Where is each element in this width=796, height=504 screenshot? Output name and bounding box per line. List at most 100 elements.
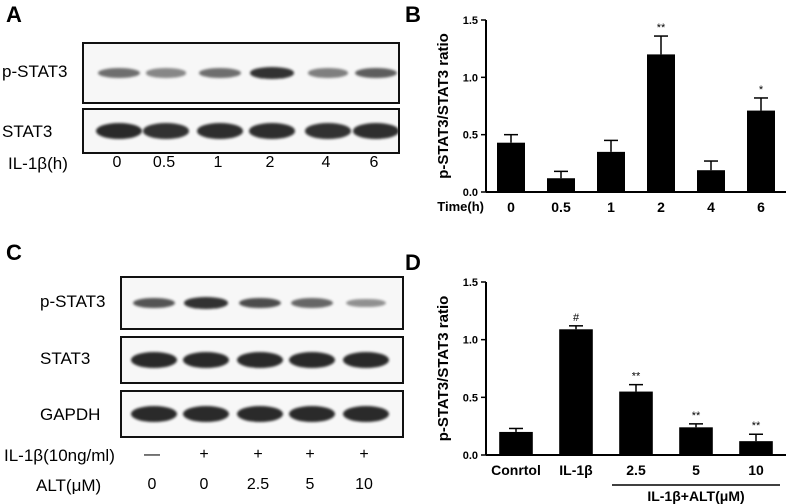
blot-band xyxy=(307,68,349,78)
bar xyxy=(679,427,713,455)
group-label: IL-1β+ALT(μM) xyxy=(647,488,744,504)
blot-band xyxy=(96,123,142,139)
alt-condition-value: 0 xyxy=(199,476,209,493)
blot-band xyxy=(132,297,175,309)
x-tick-label: 6 xyxy=(757,199,765,215)
blot-band xyxy=(131,406,177,422)
significance-marker: ** xyxy=(692,410,701,422)
bar xyxy=(559,329,593,455)
blot-band xyxy=(355,67,397,79)
blot-band xyxy=(183,406,229,422)
row-label-pstat3-c: p-STAT3 xyxy=(40,292,106,311)
bar xyxy=(697,170,725,192)
panel-letter-b: B xyxy=(405,2,421,27)
y-tick-label: 1.0 xyxy=(463,335,478,347)
x-tick-label: Conrtol xyxy=(491,462,541,478)
blot-band xyxy=(353,123,398,139)
blot-band xyxy=(199,68,241,78)
y-tick-label: 0.5 xyxy=(463,130,478,142)
x-tick-label: 5 xyxy=(692,462,700,478)
blot-stat3-c xyxy=(120,336,404,384)
panel-letter-a: A xyxy=(6,2,22,27)
y-tick-label: 0.0 xyxy=(463,187,478,199)
blot-band xyxy=(343,352,389,368)
alt-condition-value: 10 xyxy=(355,476,373,493)
blot-band xyxy=(237,352,283,368)
condition-value: 2 xyxy=(265,154,275,171)
y-tick-label: 1.5 xyxy=(463,277,478,289)
condition-label-il1b: IL-1β(10ng/ml) xyxy=(4,446,115,465)
bar xyxy=(497,142,525,192)
x-axis-label: Time(h) xyxy=(437,199,484,214)
significance-marker: ** xyxy=(632,371,641,383)
row-label-stat3-a: STAT3 xyxy=(2,122,53,141)
row-label-pstat3-a: p-STAT3 xyxy=(2,62,68,81)
il1b-condition-value: + xyxy=(253,446,263,463)
alt-condition-value: 0 xyxy=(147,476,157,493)
blot-band xyxy=(184,297,228,309)
alt-condition-value: 5 xyxy=(305,476,315,493)
blot-band xyxy=(289,352,335,368)
il1b-condition-value: + xyxy=(305,446,315,463)
panel-letter-d: D xyxy=(405,250,421,275)
x-tick-label: IL-1β xyxy=(559,462,593,478)
condition-value: 0.5 xyxy=(152,154,176,171)
bar xyxy=(597,151,625,192)
condition-value: 1 xyxy=(213,154,223,171)
x-tick-label: 10 xyxy=(748,462,764,478)
bar xyxy=(739,441,773,455)
x-tick-label: 2 xyxy=(657,199,665,215)
blot-pstat3-a xyxy=(82,42,400,104)
x-tick-label: 0 xyxy=(507,199,515,215)
blot-band xyxy=(197,123,243,139)
alt-condition-value: 2.5 xyxy=(246,476,270,493)
blot-band xyxy=(305,123,351,139)
chart-d: 0.0 0.5 1.0 1.5 p-STAT3/STAT3 ratio Conrtol # I… xyxy=(435,277,786,504)
condition-value: 0 xyxy=(112,154,122,171)
blot-pstat3-c xyxy=(120,276,404,330)
x-tick-label: 2.5 xyxy=(626,462,646,478)
il1b-condition-value: + xyxy=(199,446,209,463)
blot-band xyxy=(249,123,295,139)
y-axis-label: p-STAT3/STAT3 ratio xyxy=(435,296,452,442)
y-tick-label: 1.5 xyxy=(463,15,478,27)
significance-marker: # xyxy=(573,312,580,324)
bar xyxy=(747,110,775,192)
blot-band xyxy=(343,406,389,422)
blot-band xyxy=(291,297,333,309)
blot-band xyxy=(145,68,186,78)
blot-band xyxy=(237,406,283,422)
significance-marker: * xyxy=(759,84,764,96)
blot-band xyxy=(289,406,335,422)
blot-band xyxy=(143,123,189,139)
blot-band xyxy=(98,68,140,78)
x-tick-label: 1 xyxy=(607,199,615,215)
y-tick-label: 1.0 xyxy=(463,72,478,84)
blot-band xyxy=(183,352,229,368)
bar xyxy=(619,391,653,455)
condition-value: 4 xyxy=(321,154,331,171)
y-tick-label: 0.0 xyxy=(463,450,478,462)
blot-band xyxy=(346,298,386,308)
bar xyxy=(547,178,575,192)
blot-gapdh-c xyxy=(120,390,404,438)
bar xyxy=(647,54,675,193)
condition-label-alt: ALT(μM) xyxy=(36,476,102,495)
x-tick-label: 0.5 xyxy=(551,199,571,215)
chart-b: 0.0 0.5 1.0 1.5 p-STAT3/STAT3 ratio 0 0.5 1 ** 2 4… xyxy=(435,15,786,215)
blot-band xyxy=(131,352,177,368)
significance-marker: ** xyxy=(752,420,761,432)
blot-band xyxy=(238,297,282,309)
condition-label-a: IL-1β(h) xyxy=(8,154,68,173)
y-tick-label: 0.5 xyxy=(463,392,478,404)
blot-stat3-a xyxy=(82,108,400,154)
condition-value: 6 xyxy=(369,154,379,171)
row-label-stat3-c: STAT3 xyxy=(40,349,91,368)
x-tick-label: 4 xyxy=(707,199,715,215)
significance-marker: ** xyxy=(657,22,666,34)
y-axis-label: p-STAT3/STAT3 ratio xyxy=(435,33,452,179)
bar xyxy=(499,431,533,455)
row-label-gapdh-c: GAPDH xyxy=(40,405,101,424)
il1b-condition-value: + xyxy=(359,446,369,463)
il1b-condition-value: — xyxy=(144,446,160,463)
